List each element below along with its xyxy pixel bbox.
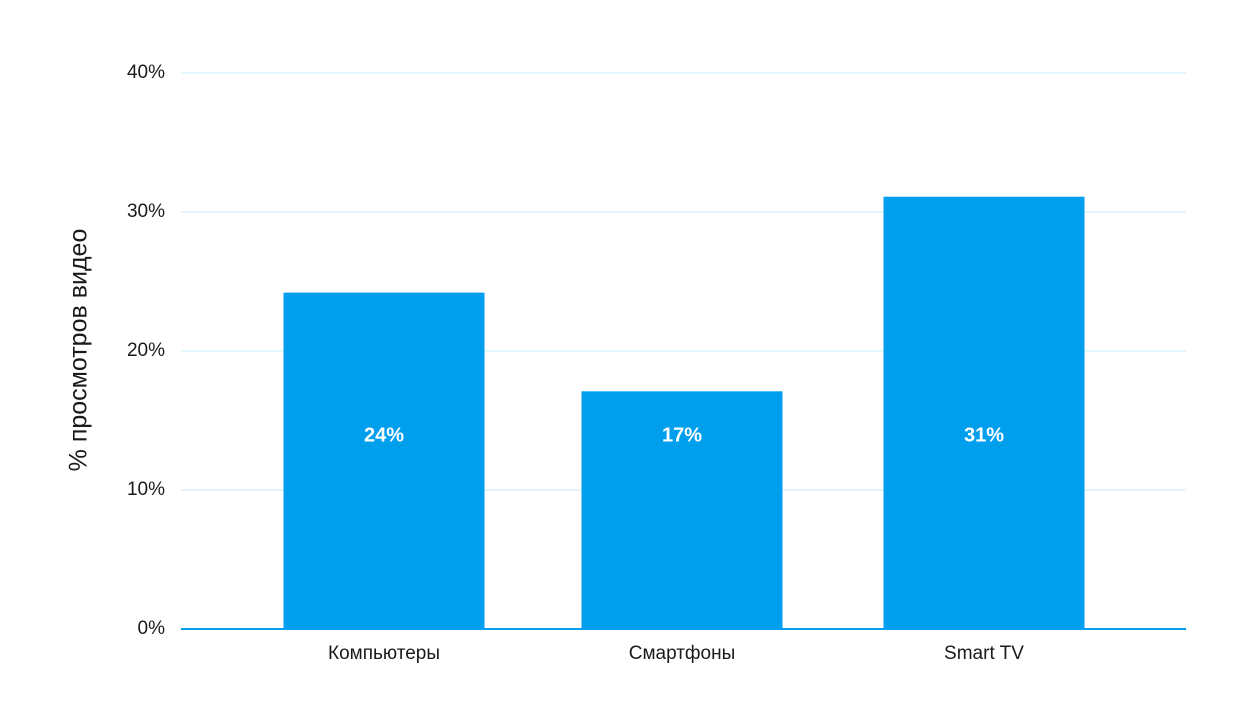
bar-data-label: 17%: [662, 424, 702, 446]
y-axis-title: % просмотров видео: [65, 229, 93, 472]
bar: [581, 391, 783, 629]
y-tick-label: 40%: [127, 62, 165, 83]
x-category-label: Смартфоны: [629, 643, 736, 664]
y-tick-label: 30%: [127, 201, 165, 222]
x-category-label: Компьютеры: [328, 643, 440, 664]
bars: [283, 196, 1085, 629]
y-tick-label: 0%: [138, 618, 166, 639]
bar: [283, 292, 485, 629]
x-axis-categories: Компьютеры Смартфоны Smart TV: [328, 643, 1024, 664]
x-category-label: Smart TV: [944, 643, 1024, 664]
y-tick-label: 20%: [127, 340, 165, 361]
y-tick-label: 10%: [127, 479, 165, 500]
bar: [883, 196, 1085, 629]
bar-data-label: 24%: [364, 424, 404, 446]
data-labels: 24% 17% 31%: [364, 424, 1004, 446]
bar-data-label: 31%: [964, 424, 1004, 446]
y-axis-ticks: 0% 10% 20% 30% 40%: [127, 62, 165, 639]
